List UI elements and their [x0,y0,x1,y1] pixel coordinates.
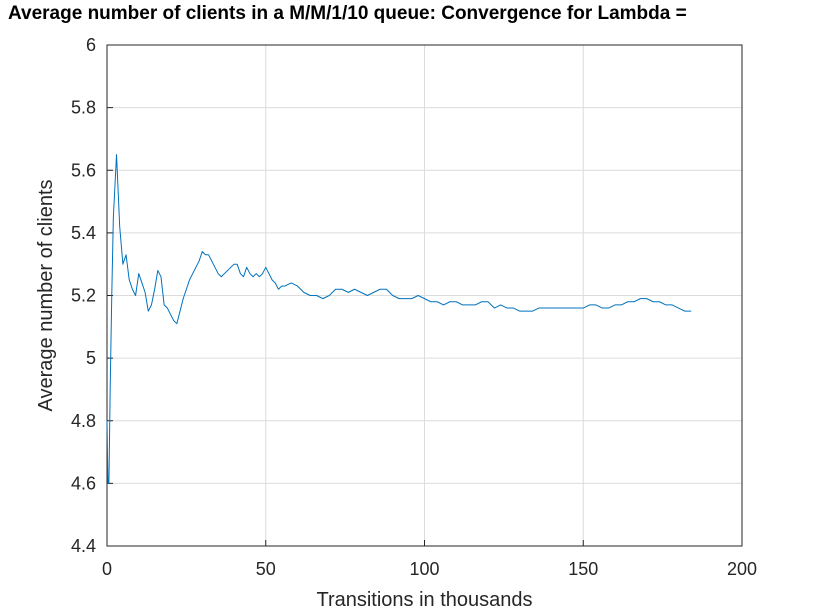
y-tick-label: 5.8 [71,98,96,118]
y-tick-label: 5.2 [71,286,96,306]
y-tick-label: 5.4 [71,223,96,243]
y-axis-label: Average number of clients [35,180,57,412]
y-tick-label: 5.6 [71,160,96,180]
y-tick-label: 4.8 [71,411,96,431]
series-line [106,154,692,484]
x-tick-label: 0 [102,559,112,579]
y-tick-label: 4.6 [71,473,96,493]
y-tick-label: 5 [86,348,96,368]
x-tick-label: 200 [727,559,757,579]
chart-title: Average number of clients in a M/M/1/10 … [8,3,687,24]
x-tick-label: 100 [409,559,439,579]
x-tick-label: 50 [256,559,276,579]
y-tick-label: 6 [86,35,96,55]
x-axis-label: Transitions in thousands [316,589,532,611]
grid [106,44,743,547]
x-tick-label: 150 [568,559,598,579]
tick-labels: 0 50 100 150 200 4.4 4.6 4.8 5 5.2 5.4 5.6 5.8 6 [71,35,757,579]
y-tick-label: 4.4 [71,536,96,556]
